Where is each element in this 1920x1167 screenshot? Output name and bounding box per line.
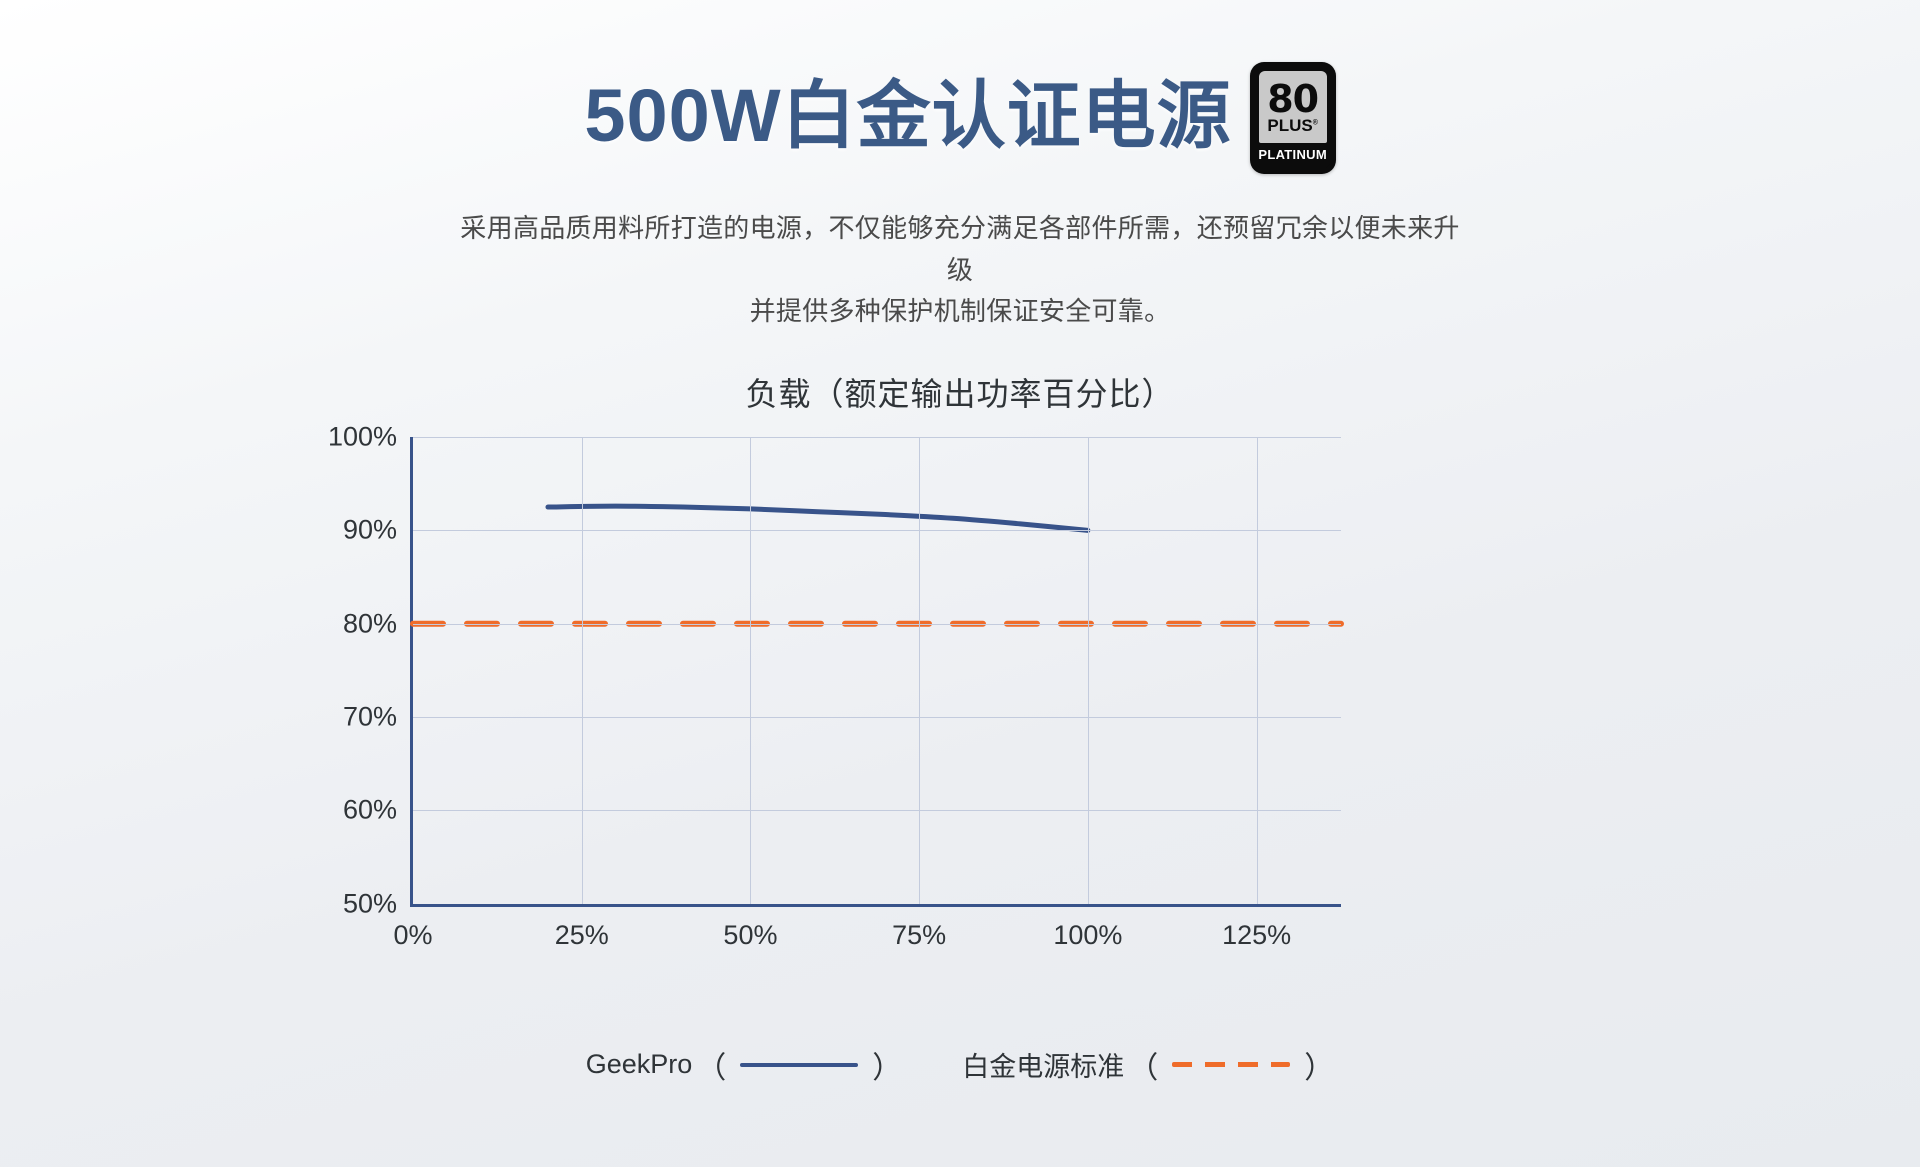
x-axis-tick-label: 0%	[393, 919, 433, 950]
y-axis-tick-label: 50%	[342, 888, 397, 919]
80-plus-platinum-badge: 80 PLUS® PLATINUM	[1249, 62, 1336, 174]
x-axis-tick-label: 125%	[1222, 919, 1292, 950]
legend-open-paren-geekpro: （	[696, 1051, 727, 1085]
plot-area: 100% 90% 80% 70% 60% 50% 0% 25% 50% 75% 100% 125%	[328, 421, 1344, 950]
legend-item-geekpro: GeekPro （ ）	[586, 1043, 903, 1087]
badge-plus-label: PLUS®	[1267, 115, 1318, 136]
y-axis-tick-label: 80%	[342, 608, 397, 639]
legend-swatch-dashed-line	[1172, 1062, 1291, 1068]
badge-registered-icon: ®	[1312, 119, 1318, 127]
badge-tier-label: PLATINUM	[1258, 146, 1327, 162]
legend-label-geekpro: GeekPro	[585, 1049, 693, 1080]
legend-item-platinum-standard: 白金电源标准 （ ）	[962, 1043, 1334, 1087]
legend-close-paren-geekpro: ）	[872, 1051, 903, 1085]
gridline-horizontal	[413, 810, 1341, 812]
subtitle-line-1: 采用高品质用料所打造的电源，不仅能够充分满足各部件所需，还预留冗余以便未来升级	[460, 213, 1460, 285]
chart-title: 负载（额定输出功率百分比）	[745, 375, 1175, 412]
y-axis-tick-label: 100%	[327, 421, 397, 452]
y-axis-tick-label: 90%	[342, 514, 397, 545]
gridline-vertical	[581, 436, 583, 904]
plot-outer: 100% 90% 80% 70% 60% 50% 0% 25% 50% 75% 100% 125%	[328, 421, 1510, 957]
y-axis-tick-label: 60%	[342, 794, 397, 825]
chart-legend: GeekPro （ ） 白金电源标准 （ ）	[0, 1043, 1920, 1087]
gridline-horizontal	[413, 716, 1341, 718]
page-subtitle: 采用高品质用料所打造的电源，不仅能够充分满足各部件所需，还预留冗余以便未来升级 …	[460, 208, 1460, 333]
gridline-horizontal	[413, 530, 1341, 532]
gridline-vertical	[1256, 436, 1258, 904]
x-axis-tick-label: 100%	[1053, 919, 1123, 950]
subtitle-line-2: 并提供多种保护机制保证安全可靠。	[749, 296, 1171, 327]
gridline-horizontal	[413, 623, 1341, 625]
badge-rating-label: 80	[1267, 76, 1319, 121]
x-axis-tick-label: 25%	[554, 919, 609, 950]
legend-open-paren-platinum: （	[1128, 1051, 1159, 1085]
gridline-vertical	[750, 436, 752, 904]
title-row: 500W白金认证电源 80 PLUS® PLATINUM	[0, 58, 1920, 174]
gridline-vertical	[919, 436, 921, 904]
badge-top-plate: 80 PLUS®	[1258, 71, 1327, 143]
legend-swatch-solid-line	[740, 1062, 859, 1067]
x-axis-tick-label: 75%	[892, 919, 947, 950]
badge-inner: 80 PLUS® PLATINUM	[1254, 67, 1331, 169]
legend-label-platinum-standard: 白金电源标准	[962, 1052, 1125, 1083]
efficiency-chart: 负载（额定输出功率百分比） 100% 90% 80% 70% 60% 50% 0% 25% 50…	[0, 369, 1920, 1087]
badge-plus-text: PLUS	[1267, 115, 1313, 135]
y-axis-tick-label: 70%	[342, 701, 397, 732]
gridline-horizontal	[413, 436, 1341, 438]
series-line-geekpro	[545, 503, 1091, 533]
page-header: 500W白金认证电源 80 PLUS® PLATINUM 采用高品质用料所打造的…	[0, 0, 1920, 333]
page-title: 500W白金认证电源	[584, 74, 1232, 157]
x-axis-tick-label: 50%	[723, 919, 778, 950]
series-layer	[410, 503, 1344, 627]
legend-close-paren-platinum: ）	[1304, 1051, 1335, 1085]
gridline-vertical	[1087, 436, 1089, 904]
